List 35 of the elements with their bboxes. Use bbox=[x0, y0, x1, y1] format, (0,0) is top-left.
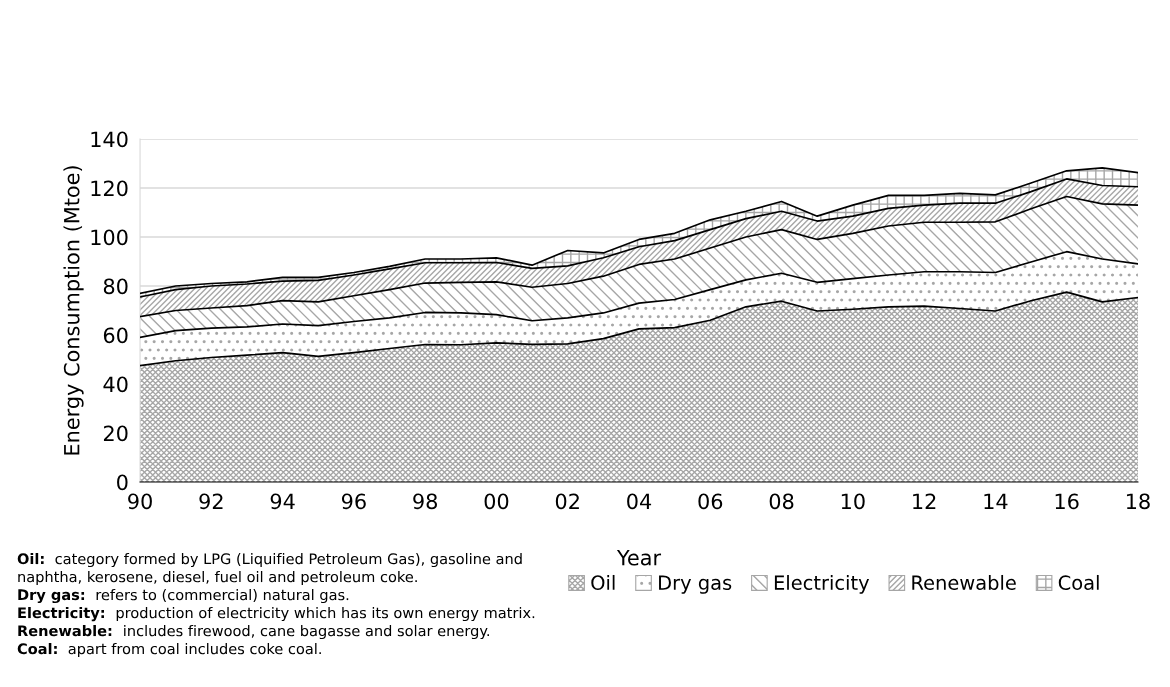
legend-label: Electricity bbox=[774, 574, 870, 594]
y-tick-label: 100 bbox=[91, 229, 128, 246]
x-tick-label: 94 bbox=[270, 493, 295, 510]
text: Coal: apart from coal includes coke coal. bbox=[17, 643, 321, 658]
legend-label: Coal bbox=[1058, 574, 1099, 591]
x-tick-label: 10 bbox=[841, 493, 865, 510]
text: Dry gas: refers to (commercial) natural gas. bbox=[18, 589, 349, 604]
y-tick-label: 80 bbox=[103, 278, 128, 295]
legend-label: Renewable bbox=[912, 574, 1016, 591]
x-tick-label: 04 bbox=[627, 493, 652, 510]
y-tick-label: 40 bbox=[103, 376, 128, 393]
x-tick-label: 92 bbox=[199, 493, 223, 510]
legend-label: Dry gas bbox=[659, 575, 732, 594]
x-tick-label: 12 bbox=[913, 493, 936, 509]
x-tick-label: 00 bbox=[484, 493, 509, 510]
x-tick-label: 96 bbox=[341, 493, 366, 510]
x-tick-label: 16 bbox=[1055, 493, 1079, 510]
legend-label: Oil bbox=[591, 574, 615, 591]
x-tick-label: 06 bbox=[698, 493, 723, 510]
y-tick-label: 20 bbox=[103, 425, 128, 442]
y-axis-title: Energy Consumption (Mtoe) bbox=[63, 166, 84, 455]
text: Oil: category formed by LPG (Liquified Petroleum Gas), gasoline and naphtha, kerosene, diesel, fuel oil and petroleum coke. bbox=[17, 553, 522, 586]
x-tick-label: 18 bbox=[1126, 493, 1150, 510]
x-axis-title: Year bbox=[616, 550, 662, 566]
text: Renewable: includes firewood, cane bagasse and solar energy. bbox=[18, 625, 489, 640]
x-tick-label: 90 bbox=[128, 493, 152, 510]
y-tick-label: 60 bbox=[103, 327, 128, 344]
x-tick-label: 08 bbox=[769, 493, 794, 510]
y-tick-label: 0 bbox=[117, 474, 128, 491]
y-tick-label: 140 bbox=[91, 131, 128, 148]
text: Electricity: production of electricity which has its own energy matrix. bbox=[18, 607, 535, 622]
x-tick-label: 14 bbox=[984, 493, 1008, 509]
x-tick-label: 02 bbox=[555, 493, 579, 510]
y-tick-label: 120 bbox=[91, 180, 128, 197]
x-tick-label: 98 bbox=[413, 493, 437, 510]
